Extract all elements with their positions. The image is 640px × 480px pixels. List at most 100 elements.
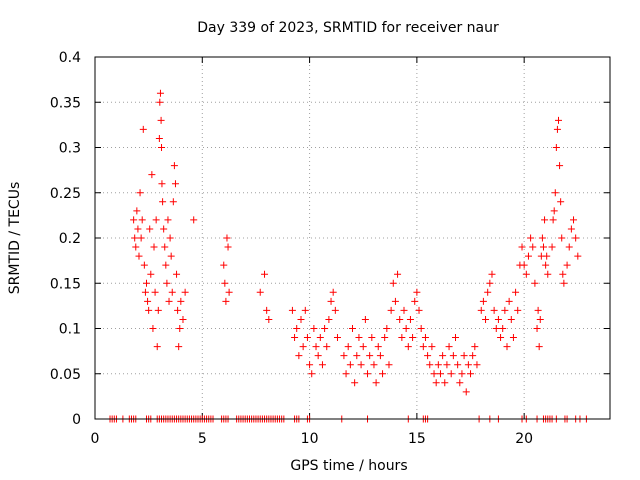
y-tick-label: 0.05 (50, 367, 81, 383)
data-point (308, 370, 316, 378)
x-tick-label: 20 (515, 431, 533, 447)
data-point (171, 180, 179, 188)
data-point (460, 352, 468, 360)
data-point (327, 297, 335, 305)
data-point (179, 315, 187, 323)
data-point (497, 334, 505, 342)
data-point (458, 370, 466, 378)
data-point (509, 334, 517, 342)
data-point (155, 134, 163, 142)
data-point (346, 361, 354, 369)
tick-labels: 0 5 10 15 20 0 0.05 0.1 0.15 0.2 0.25 0.3 0.35 0.4 (50, 50, 533, 447)
data-point (570, 216, 578, 224)
data-point (574, 252, 582, 260)
x-axis-label: GPS time / hours (290, 458, 407, 474)
data-point (137, 234, 145, 242)
data-point (353, 352, 361, 360)
data-point (170, 162, 178, 170)
data-point (563, 261, 571, 269)
data-point (149, 325, 157, 332)
data-point (379, 370, 387, 378)
data-point (527, 234, 535, 242)
data-point (536, 315, 544, 323)
data-point (467, 370, 475, 378)
data-point (368, 334, 376, 342)
data-point (505, 297, 513, 305)
data-point (130, 216, 138, 224)
data-point (400, 306, 408, 314)
data-point (148, 171, 156, 179)
data-point (316, 334, 324, 342)
grid-lines (95, 57, 610, 419)
data-point (479, 297, 487, 305)
data-point (151, 288, 159, 296)
data-point (565, 243, 573, 251)
data-point (529, 243, 537, 251)
data-point (165, 297, 173, 305)
data-point (173, 270, 181, 278)
data-point (551, 189, 559, 197)
data-point (550, 207, 558, 215)
data-point (301, 306, 309, 314)
data-point (482, 315, 490, 323)
data-point (548, 243, 556, 251)
data-point (557, 198, 565, 206)
data-point (560, 279, 568, 287)
data-point (355, 334, 363, 342)
data-point (535, 343, 543, 351)
data-point (404, 343, 412, 351)
x-tick-label: 15 (408, 431, 426, 447)
data-point (295, 352, 303, 360)
data-point (387, 306, 395, 314)
data-point (413, 288, 421, 296)
y-tick-label: 0.4 (59, 50, 81, 66)
y-tick-label: 0.3 (59, 141, 81, 157)
data-point (443, 361, 451, 369)
data-point (469, 352, 477, 360)
data-point (143, 279, 150, 287)
data-point (225, 288, 233, 296)
data-point (340, 352, 348, 360)
data-point (555, 116, 562, 124)
data-point (158, 144, 166, 151)
data-point (222, 297, 230, 305)
data-point (374, 343, 382, 351)
data-point (389, 279, 397, 287)
data-point (134, 225, 142, 233)
data-point (454, 361, 462, 369)
data-point (394, 270, 402, 278)
data-points (106, 89, 590, 423)
data-point (157, 116, 165, 124)
data-point (501, 306, 509, 314)
data-point (312, 343, 320, 351)
data-point (553, 125, 561, 133)
data-point (492, 325, 500, 332)
data-point (133, 207, 141, 215)
data-point (314, 352, 322, 360)
data-point (484, 288, 492, 296)
data-point (542, 261, 550, 269)
data-point (357, 361, 365, 369)
x-tick-label: 0 (91, 431, 100, 447)
data-point (166, 234, 174, 242)
data-point (159, 198, 167, 206)
data-point (445, 343, 453, 351)
data-point (220, 261, 228, 269)
data-point (154, 306, 162, 314)
data-point (464, 361, 472, 369)
data-point (473, 361, 481, 369)
data-point (141, 288, 149, 296)
data-point (436, 370, 444, 378)
data-point (531, 279, 539, 287)
data-point (145, 306, 153, 314)
x-tick-label: 5 (198, 431, 207, 447)
data-point (447, 370, 455, 378)
data-point (349, 325, 356, 332)
data-point (163, 279, 171, 287)
data-point (158, 180, 166, 188)
data-point (471, 343, 479, 351)
data-point (306, 361, 314, 369)
data-point (426, 361, 434, 369)
data-point (147, 270, 155, 278)
data-point (265, 315, 273, 323)
